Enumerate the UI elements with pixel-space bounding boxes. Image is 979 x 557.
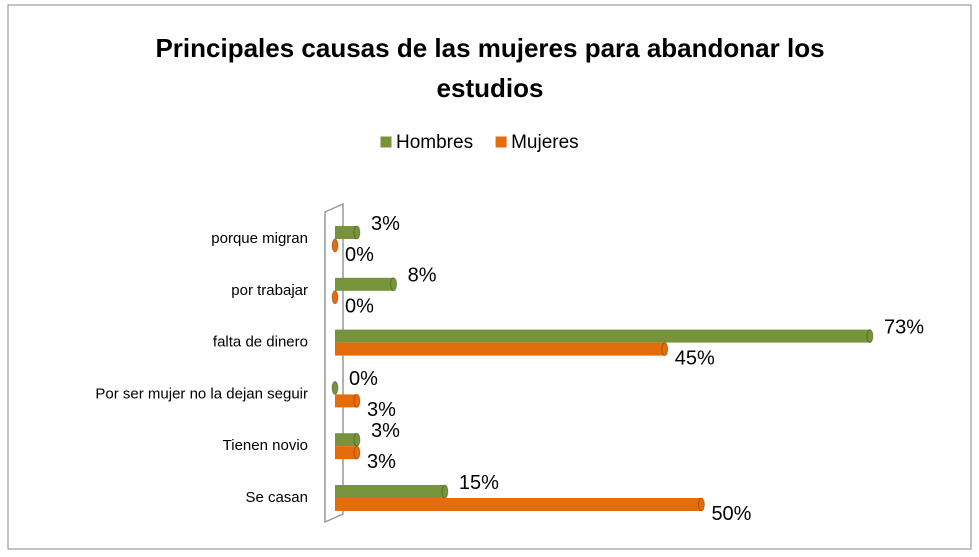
bar bbox=[335, 226, 357, 239]
bar-cap bbox=[353, 432, 361, 447]
bar-cap bbox=[441, 484, 449, 499]
bar-cap bbox=[353, 393, 361, 408]
data-label: 15% bbox=[459, 472, 499, 494]
bar bbox=[335, 277, 394, 291]
bar-cap bbox=[661, 342, 669, 357]
y-tick-label: Se casan bbox=[245, 489, 308, 506]
legend-label: Mujeres bbox=[511, 132, 579, 153]
bar bbox=[335, 329, 870, 343]
bar-cap bbox=[697, 497, 705, 512]
data-label: 8% bbox=[408, 265, 437, 287]
y-tick-label: Tienen novio bbox=[223, 437, 308, 454]
data-label: 3% bbox=[371, 213, 400, 235]
data-label: 0% bbox=[349, 368, 378, 390]
chart-title: Principales causas de las mujeres para a… bbox=[155, 33, 825, 103]
bar bbox=[335, 342, 665, 356]
y-tick-label: por trabajar bbox=[231, 282, 308, 299]
bar-cap bbox=[866, 329, 874, 344]
data-label: 50% bbox=[711, 503, 751, 525]
data-label: 3% bbox=[367, 451, 396, 473]
bar bbox=[335, 446, 357, 460]
data-label: 3% bbox=[367, 399, 396, 421]
y-tick-label: falta de dinero bbox=[213, 334, 308, 351]
data-label: 45% bbox=[675, 347, 715, 369]
data-label: 0% bbox=[345, 244, 374, 266]
bar-cap bbox=[353, 445, 361, 460]
legend-swatch bbox=[379, 135, 393, 149]
bar-cap bbox=[390, 277, 398, 292]
y-tick-label: porque migran bbox=[211, 230, 308, 247]
bar-cap bbox=[331, 290, 339, 305]
data-label: 3% bbox=[371, 420, 400, 442]
bar bbox=[335, 498, 702, 511]
bar-cap bbox=[331, 380, 339, 395]
bar-cap bbox=[353, 225, 361, 240]
legend-label: Hombres bbox=[396, 132, 473, 153]
bar-cap bbox=[331, 238, 339, 253]
bar bbox=[335, 433, 357, 447]
data-label: 73% bbox=[884, 316, 924, 338]
chart-border bbox=[7, 4, 972, 550]
y-tick-label: Por ser mujer no la dejan seguir bbox=[95, 385, 308, 402]
bar bbox=[335, 485, 445, 498]
legend-swatch bbox=[494, 135, 508, 149]
data-label: 0% bbox=[345, 296, 374, 318]
bar bbox=[335, 394, 357, 408]
